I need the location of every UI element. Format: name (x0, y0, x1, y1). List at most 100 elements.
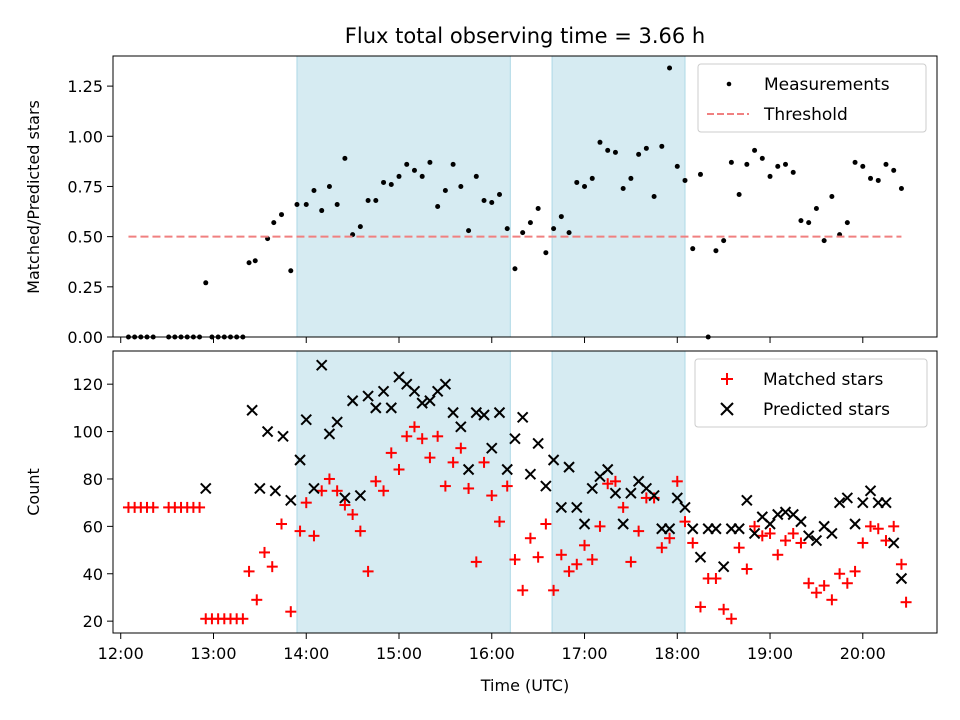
matched-stars-point (408, 421, 420, 433)
top-plot-frame (112, 55, 938, 338)
matched-stars-point (563, 565, 575, 577)
predicted-stars-point (354, 489, 367, 502)
matched-stars-point (393, 463, 405, 475)
matched-stars-point (625, 556, 637, 568)
predicted-stars-point (748, 527, 761, 540)
matched-stars-point (656, 542, 668, 554)
top-y-tick-label: 1.25 (67, 77, 103, 96)
x-tick-label: 17:00 (561, 644, 607, 663)
matched-stars-point (501, 480, 513, 492)
measurements-point (713, 248, 719, 254)
legend-threshold-label: Threshold (763, 105, 848, 125)
predicted-stars-point (895, 572, 908, 585)
predicted-stars-point (563, 461, 575, 473)
predicted-stars-point (864, 485, 877, 497)
measurements-point (628, 175, 634, 181)
measurements-point (373, 198, 379, 204)
matched-stars-point (888, 520, 900, 532)
x-tick-label: 16:00 (469, 644, 515, 663)
matched-stars-point (424, 452, 436, 464)
matched-stars-point (439, 480, 451, 492)
predicted-stars-point (486, 442, 498, 454)
bottom-panel: 20 40 60 80 100 120 12:00 13:00 14:00 15:00 16:00… (24, 350, 938, 695)
predicted-stars-point (609, 487, 622, 499)
predicted-stars-point (501, 463, 513, 476)
measurements-point (868, 175, 874, 181)
matched-stars-point (362, 565, 374, 577)
matched-stars-point (664, 532, 676, 544)
matched-stars-point (710, 572, 722, 584)
measurements-point (574, 179, 580, 185)
predicted-stars-point (331, 416, 343, 428)
measurements-point (682, 177, 688, 183)
measurements-point (898, 185, 904, 191)
top-observing-window-2 (551, 55, 686, 338)
matched-stars-point (900, 596, 912, 608)
measurements-point (883, 161, 889, 167)
measurements-point (566, 230, 572, 236)
matched-stars-point (339, 499, 351, 511)
measurements-point (891, 167, 897, 173)
x-tick-label: 15:00 (376, 644, 422, 663)
measurements-point (844, 220, 850, 226)
bottom-y-tick-label: 40 (83, 565, 103, 584)
matched-stars-point (679, 516, 691, 528)
predicted-stars-point (516, 411, 529, 424)
matched-stars-point (432, 430, 444, 442)
x-tick-label: 13:00 (190, 644, 236, 663)
matched-stars-point (718, 603, 730, 615)
matched-stars-point (194, 501, 206, 513)
predicted-stars-point (663, 523, 676, 535)
matched-stars-point (147, 501, 159, 513)
predicted-stars-point (849, 518, 861, 530)
matched-stars-point (486, 490, 498, 502)
predicted-stars-point (509, 432, 521, 445)
measurements-point (246, 260, 252, 266)
bottom-y-axis: 20 40 60 80 100 120 (72, 375, 113, 631)
x-tick-label: 18:00 (654, 644, 700, 663)
legend-matched-label: Matched stars (763, 370, 883, 390)
predicted-stars-point (300, 414, 312, 426)
predicted-stars-point (717, 560, 730, 573)
matched-stars-point (633, 525, 645, 537)
measurements-point (558, 214, 564, 220)
predicted-stars-point (625, 487, 637, 499)
predicted-stars-point (888, 537, 900, 549)
matched-stars-point (385, 447, 397, 459)
matched-stars-point (517, 584, 529, 596)
matched-stars-point (300, 497, 312, 509)
matched-stars-point (803, 577, 815, 589)
predicted-stars-point (294, 454, 306, 466)
matched-stars-point (602, 478, 614, 490)
measurements-point (697, 171, 703, 177)
measurements-point (829, 194, 835, 199)
legend-measurements-label: Measurements (764, 75, 890, 95)
matched-stars-point (841, 577, 853, 589)
predicted-stars-point (277, 430, 289, 443)
measurements-point (527, 220, 533, 226)
measurements-point (334, 202, 340, 208)
predicted-stars-point (447, 406, 459, 419)
bottom-x-axis: 12:00 13:00 14:00 15:00 16:00 17:00 18:00 19:00… (98, 633, 886, 663)
measurements-point (381, 179, 387, 185)
matched-stars-point (416, 433, 428, 445)
matched-stars-point (749, 520, 761, 532)
matched-stars-point (509, 554, 521, 566)
measurements-point (736, 191, 742, 197)
matched-stars-point (872, 523, 884, 535)
measurements-point (620, 185, 626, 191)
predicted-stars-point (470, 406, 483, 419)
measurements-point (319, 208, 325, 214)
matched-stars-point (764, 527, 776, 539)
matched-stars-point (243, 565, 255, 577)
matched-stars-point (671, 475, 683, 487)
predicted-stars-point (200, 482, 212, 495)
matched-stars-point (455, 442, 467, 454)
legend-predicted-marker (720, 402, 734, 416)
measurements-point (813, 206, 819, 212)
measurements-point (442, 187, 448, 193)
measurements-point (342, 155, 348, 161)
measurements-point (798, 218, 804, 224)
bottom-plot-frame (112, 350, 938, 634)
